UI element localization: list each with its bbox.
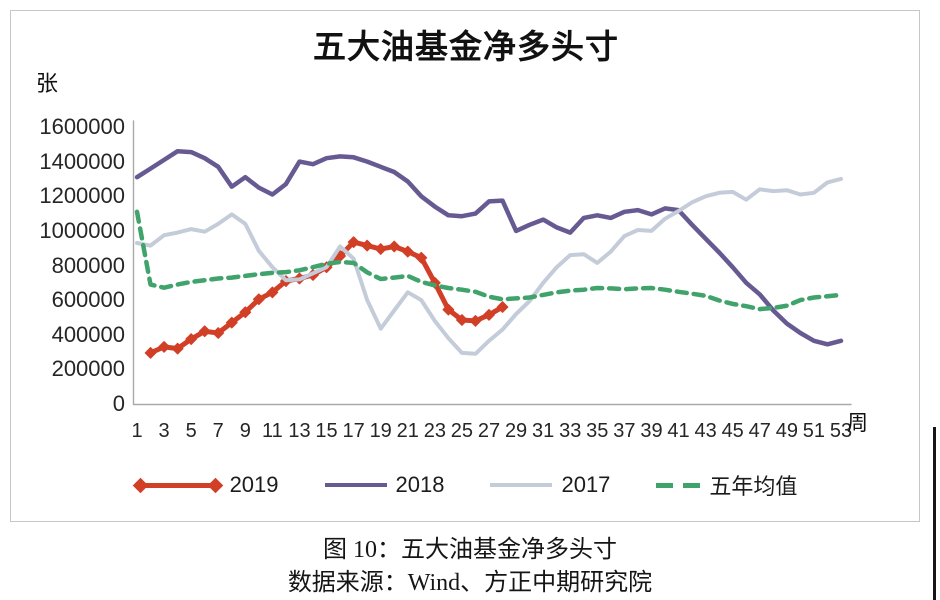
table-cell-border — [933, 427, 936, 600]
x-tick-label: 45 — [721, 420, 744, 442]
x-tick-label: 43 — [694, 420, 717, 442]
legend-marker-2018-line-icon — [324, 483, 387, 487]
x-axis-tick-labels: 1 3 5 7 9 11 13 15 17 19 21 23 25 27 29 31 33 35 37 39 41 43 4… — [131, 420, 853, 442]
x-tick-label: 17 — [342, 420, 365, 442]
figure-caption: 图 10：五大油基金净多头寸 — [323, 537, 617, 563]
axis-lines — [132, 120, 852, 406]
legend-label-2019: 2019 — [229, 472, 279, 497]
x-tick-label: 5 — [185, 420, 197, 442]
legend-marker-2017-line-icon — [490, 483, 553, 487]
series-line-2018 — [134, 148, 844, 347]
legend-label-2017: 2017 — [561, 472, 611, 497]
legend-item-five-year-average: 五年均值 — [656, 469, 797, 501]
series-markers-2019 — [144, 236, 509, 359]
x-tick-label: 15 — [315, 420, 338, 442]
series-line-2017 — [135, 176, 843, 356]
legend: 2019 2018 2017 五年均值 — [14, 469, 918, 501]
chart-frame-border — [10, 10, 920, 522]
x-tick-label: 1 — [131, 420, 143, 442]
x-tick-label: 11 — [261, 420, 283, 442]
legend-label-2018: 2018 — [395, 472, 445, 497]
y-tick-label: 600000 — [51, 287, 125, 313]
y-tick-label: 200000 — [51, 356, 125, 382]
x-tick-label: 9 — [239, 420, 251, 442]
x-tick-label: 51 — [802, 420, 826, 442]
x-tick-label: 25 — [450, 420, 474, 442]
series-line-五年均值 — [134, 209, 844, 312]
x-tick-label: 21 — [396, 420, 419, 442]
legend-item-2017: 2017 — [490, 472, 610, 498]
legend-label-five-year-average: 五年均值 — [709, 474, 798, 499]
x-tick-label: 13 — [288, 420, 311, 442]
x-tick-label: 49 — [775, 420, 798, 442]
legend-item-2018: 2018 — [324, 472, 445, 498]
x-tick-label: 41 — [667, 420, 690, 442]
x-tick-label: 7 — [212, 420, 224, 442]
figure-source: 数据来源：Wind、方正中期研究院 — [287, 570, 653, 596]
x-tick-label: 35 — [586, 420, 609, 442]
x-tick-label: 29 — [504, 420, 528, 442]
y-tick-label: 1200000 — [39, 183, 125, 209]
legend-marker-2019-line-with-diamonds-icon — [132, 477, 223, 493]
x-tick-label: 37 — [613, 420, 636, 442]
x-tick-label: 53 — [829, 420, 853, 442]
x-axis-unit-label: 周 — [847, 411, 868, 435]
x-tick-label: 23 — [423, 420, 446, 442]
y-tick-label: 1400000 — [39, 148, 125, 174]
x-tick-label: 27 — [477, 420, 501, 442]
x-tick-label: 31 — [532, 420, 555, 442]
y-axis-unit-label: 张 — [36, 71, 59, 96]
x-tick-label: 3 — [158, 420, 170, 442]
y-tick-label: 1000000 — [39, 217, 125, 243]
y-tick-label: 1600000 — [39, 114, 125, 139]
x-tick-label: 47 — [748, 420, 771, 442]
x-tick-label: 19 — [369, 420, 392, 442]
y-tick-label: 0 — [112, 391, 125, 416]
chart-title: 五大油基金净多头寸 — [313, 30, 619, 66]
y-tick-label: 400000 — [51, 321, 125, 347]
y-tick-label: 800000 — [51, 252, 125, 278]
x-tick-label: 39 — [640, 420, 663, 442]
x-tick-label: 33 — [559, 420, 582, 442]
legend-item-2019: 2019 — [132, 472, 279, 498]
legend-marker-five-year-average-dashed-icon — [656, 482, 701, 488]
y-axis-tick-labels: 1600000 1400000 1200000 1000000 800000 600000… — [28, 0, 125, 520]
